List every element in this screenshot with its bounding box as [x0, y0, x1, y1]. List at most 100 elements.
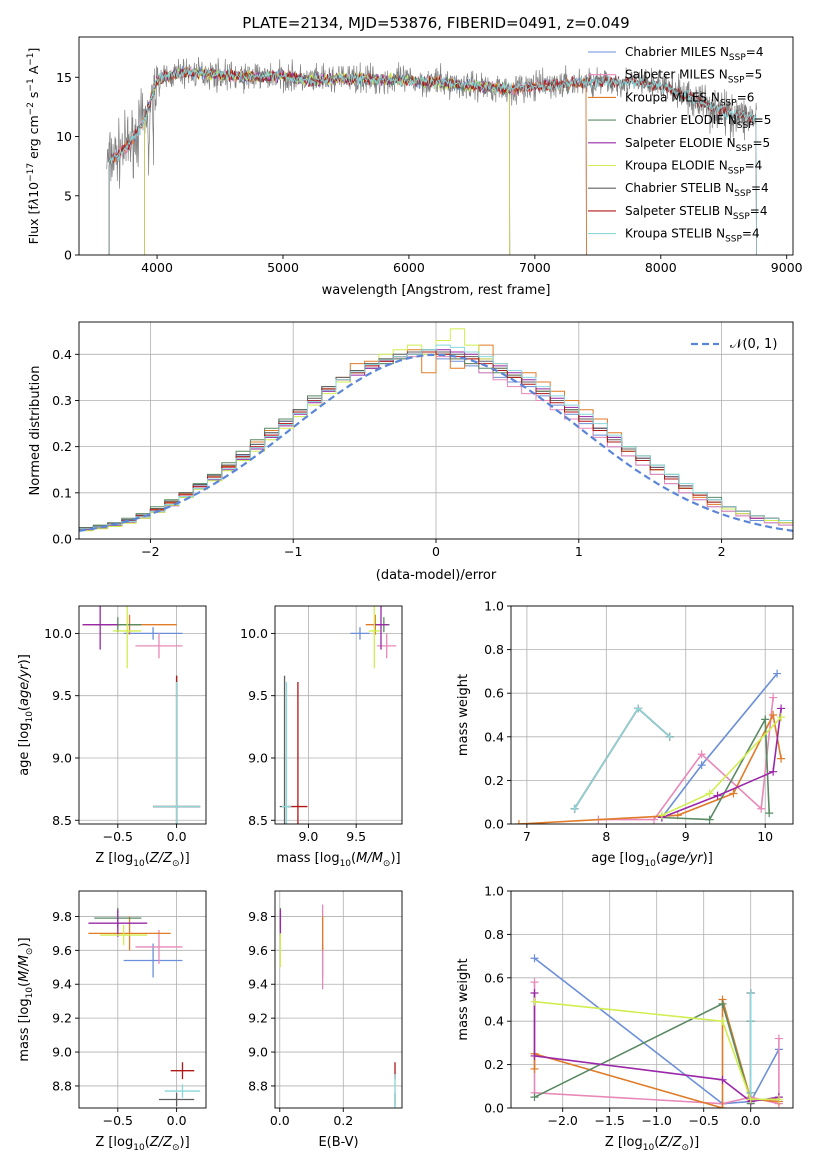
- weight-marker: [530, 997, 539, 1006]
- weight-marker: [634, 704, 643, 713]
- y-tick-label: 0.2: [52, 439, 72, 454]
- y-tick-label: 10.0: [240, 626, 268, 641]
- errorbar-salpeter-elodie: [88, 909, 148, 937]
- weight-vs-age-panel: 7 8 9 10 0.0 0.2 0.4 0.6 0.8 1.0 age [log10(age/yr…: [456, 599, 794, 869]
- weight-marker: [769, 711, 778, 719]
- plot-area: [82, 606, 201, 824]
- x-tick-label: −1: [284, 544, 302, 559]
- plot-area: [106, 56, 757, 255]
- y-tick-label: 0.6: [484, 970, 504, 985]
- weight-marker: [705, 815, 714, 824]
- residuals-panel: −2 −1 0 1 2 0.0 0.1 0.2 0.3 0.4 (data-model)/error…: [28, 321, 794, 583]
- axes-frame: [510, 605, 794, 825]
- y-tick-label: 0.1: [52, 485, 72, 500]
- y-tick-label: 10.0: [44, 626, 72, 641]
- y-tick-label: 0.0: [52, 532, 72, 547]
- plot-area: [530, 954, 783, 1108]
- weight-marker: [530, 978, 539, 987]
- x-axis-label: E(B-V): [318, 1135, 358, 1150]
- legend-label: Salpeter STELIB NSSP=4: [625, 204, 767, 222]
- weight-marker: [514, 820, 523, 824]
- mass-vs-metallicity-panel: −0.5 0.0 8.8 9.0 9.2 9.4 9.6 9.8 Z [log10(Z/Z⊙)]…: [17, 890, 207, 1153]
- weight-marker: [777, 754, 786, 763]
- legend-label: Salpeter ELODIE NSSP=5: [625, 136, 770, 154]
- y-tick-label: 9.6: [52, 943, 72, 958]
- weight-vs-metallicity-panel: −2.0 −1.5 −1.0 −0.5 0.0 0.0 0.2 0.4 0.6 0.8 1.0 Z […: [456, 884, 794, 1153]
- y-tick-label: 9.0: [52, 750, 72, 765]
- y-axis-label: mass [log10(M/M⊙)]: [17, 937, 35, 1061]
- normal-distribution-curve: [79, 353, 793, 532]
- y-tick-label: 0.3: [52, 393, 72, 408]
- x-tick-label: 0.0: [167, 829, 187, 844]
- weight-marker: [765, 809, 774, 818]
- weight-line-path: [518, 712, 782, 824]
- y-tick-label: 0.4: [484, 1014, 504, 1029]
- x-axis-label: mass [log10(M/M⊙)]: [276, 851, 400, 869]
- weight-line-path: [661, 716, 770, 821]
- axes-frame: [274, 890, 403, 1109]
- legend-label: Kroupa STELIB NSSP=4: [625, 227, 760, 245]
- weight-marker: [718, 1017, 727, 1026]
- y-tick-label: 1.0: [484, 884, 504, 899]
- errorbar-salpeter-miles: [135, 929, 183, 964]
- axes-frame: [78, 890, 207, 1109]
- y-tick-label: 9.5: [248, 688, 268, 703]
- model-line-chabrier-elodie: [144, 66, 511, 255]
- weight-line-chabrier-elodie: [657, 715, 774, 824]
- x-tick-label: −2.0: [548, 1113, 578, 1128]
- weight-line-path: [534, 1002, 752, 1104]
- weight-marker: [718, 1075, 727, 1084]
- errorbar-salpeter-elodie: [373, 606, 389, 650]
- y-tick-label: 0.2: [484, 773, 504, 788]
- weight-marker: [530, 1093, 539, 1102]
- weight-line-chabrier-stelib: [570, 704, 674, 813]
- y-tick-label: 9.0: [248, 1045, 268, 1060]
- weight-marker: [777, 713, 786, 722]
- x-tick-label: −1.5: [595, 1113, 625, 1128]
- figure-title: PLATE=2134, MJD=53876, FIBERID=0491, z=0…: [242, 14, 629, 32]
- legend-label: 𝒩(0, 1): [730, 337, 777, 352]
- model-line-kroupa-stelib: [108, 67, 757, 255]
- errorbar-kroupa-elodie: [368, 606, 381, 669]
- y-tick-label: 9.2: [52, 1011, 72, 1026]
- y-tick-label: 15: [56, 70, 72, 85]
- weight-marker: [746, 1088, 755, 1097]
- x-tick-label: 7000: [519, 260, 551, 275]
- legend: Chabrier MILES NSSP=4 Salpeter MILES NSSP…: [588, 45, 771, 245]
- x-tick-label: 9: [682, 829, 690, 844]
- weight-marker: [705, 789, 714, 798]
- x-tick-label: −0.5: [103, 829, 133, 844]
- y-tick-label: 10: [56, 129, 72, 144]
- weight-line-kroupa-stelib: [746, 988, 755, 1097]
- y-tick-label: 0.2: [484, 1057, 504, 1072]
- plot-area: [279, 606, 397, 824]
- x-tick-label: 10: [757, 829, 773, 844]
- weight-marker: [570, 804, 579, 813]
- weight-line-path: [661, 708, 782, 819]
- legend-label: Chabrier MILES NSSP=4: [625, 45, 763, 63]
- plot-area: [79, 328, 793, 532]
- legend-label: Chabrier STELIB NSSP=4: [625, 181, 769, 199]
- y-tick-label: 0.4: [484, 729, 504, 744]
- legend-label: Kroupa MILES NSSP=6: [625, 90, 754, 108]
- errorbar-kroupa-stelib: [164, 1084, 201, 1098]
- y-tick-label: 9.4: [52, 977, 72, 992]
- x-tick-label: 2: [718, 544, 726, 559]
- model-line-salpeter-elodie: [144, 67, 511, 255]
- y-tick-label: 0.8: [484, 642, 504, 657]
- errorbar-kroupa-miles: [88, 916, 171, 951]
- x-axis-label: age [log10(age/yr)]: [591, 851, 713, 869]
- errorbar-salpeter-miles: [377, 633, 397, 659]
- y-tick-label: 8.5: [248, 813, 268, 828]
- y-tick-label: 9.6: [248, 943, 268, 958]
- histogram-kroupa-stelib: [79, 344, 793, 530]
- y-tick-label: 9.2: [248, 1011, 268, 1026]
- x-tick-label: 1: [575, 544, 583, 559]
- y-tick-label: 9.8: [248, 909, 268, 924]
- y-tick-label: 8.8: [52, 1078, 72, 1093]
- errorbar-salpeter-stelib: [170, 1062, 195, 1080]
- errorbar-chabrier-miles: [123, 943, 183, 978]
- weight-line-kroupa-elodie: [530, 997, 783, 1104]
- histogram-chabrier-stelib: [79, 349, 793, 529]
